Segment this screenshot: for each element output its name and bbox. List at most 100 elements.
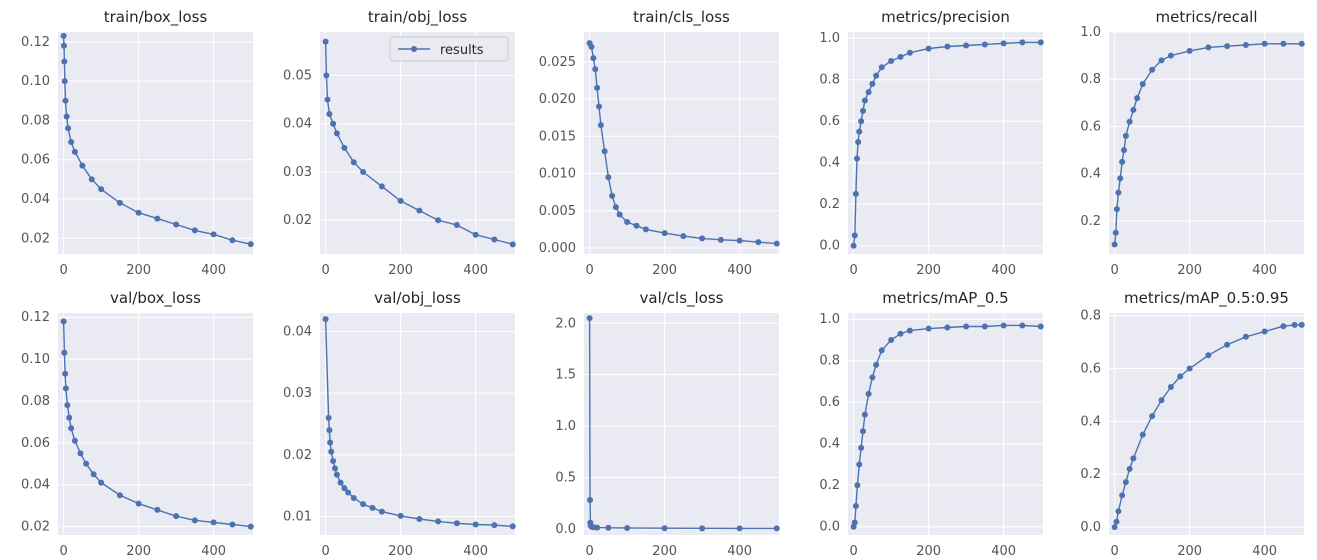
- x-tick-label: 400: [1252, 544, 1277, 559]
- data-point: [1019, 39, 1026, 46]
- data-point: [1000, 40, 1007, 47]
- data-point: [61, 78, 68, 85]
- data-point: [397, 197, 404, 204]
- data-point: [322, 38, 329, 45]
- data-point: [116, 199, 123, 206]
- x-tick-label: 0: [321, 263, 329, 278]
- data-point: [736, 525, 743, 532]
- chart-panel-train-box-loss: 0.02 0.04 0.06 0.08 0.10 0.12 0 200 400 train/box…: [21, 8, 254, 278]
- data-point: [1205, 352, 1212, 359]
- y-tick-label: 1.5: [555, 368, 576, 383]
- data-point: [897, 330, 904, 337]
- data-point: [154, 215, 161, 222]
- x-tick-label: 400: [201, 263, 226, 278]
- chart-panel-val-cls-loss: 0.0 0.5 1.0 1.5 2.0 0 200 400 val/cls_loss: [555, 289, 780, 559]
- data-point: [1000, 322, 1007, 329]
- data-point: [699, 235, 706, 242]
- y-tick-label: 0.0: [819, 239, 840, 254]
- data-point: [325, 414, 332, 421]
- data-point: [773, 525, 780, 532]
- data-point: [173, 221, 180, 228]
- chart-panel-train-cls-loss: 0.000 0.005 0.010 0.015 0.020 0.025 0 200 400 tra…: [539, 8, 780, 278]
- y-tick-label: 1.0: [819, 312, 840, 327]
- chart-panel-val-obj-loss: 0.01 0.02 0.03 0.04 0 200 400 val/obj_loss: [283, 289, 516, 559]
- data-point: [1177, 373, 1184, 380]
- y-tick-label: 0.05: [283, 68, 312, 83]
- data-point: [596, 103, 602, 110]
- data-point: [1298, 40, 1305, 47]
- data-point: [88, 176, 95, 183]
- data-point: [491, 522, 498, 529]
- data-point: [61, 42, 67, 49]
- data-point: [83, 460, 90, 467]
- data-point: [79, 162, 86, 169]
- y-tick-label: 0.02: [21, 520, 50, 535]
- data-point: [851, 232, 858, 239]
- y-tick-label: 0.005: [539, 204, 576, 219]
- y-tick-label: 0.2: [1080, 214, 1101, 229]
- data-point: [68, 425, 75, 432]
- y-tick-label: 0.4: [1080, 414, 1101, 429]
- data-point: [878, 347, 885, 354]
- y-tick-label: 0.03: [283, 386, 312, 401]
- data-point: [944, 324, 951, 331]
- data-point: [210, 519, 217, 526]
- data-point: [350, 495, 357, 501]
- y-tick-label: 0.08: [21, 113, 50, 128]
- data-point: [350, 159, 357, 166]
- data-point: [624, 525, 631, 532]
- chart-panel-metrics-recall: 0.2 0.4 0.6 0.8 1.0 0 200 400 metrics/recall: [1080, 8, 1305, 278]
- data-point: [333, 130, 340, 137]
- y-tick-label: 0.01: [283, 510, 312, 525]
- y-tick-label: 0.04: [283, 117, 312, 132]
- data-point: [852, 190, 859, 197]
- data-point: [341, 144, 348, 151]
- data-point: [888, 58, 895, 65]
- data-point: [416, 207, 423, 214]
- data-point: [62, 97, 69, 104]
- data-point: [588, 43, 595, 50]
- data-point: [1224, 341, 1231, 348]
- y-tick-label: 0.4: [1080, 167, 1101, 182]
- data-point: [1126, 118, 1133, 125]
- data-point: [337, 479, 344, 486]
- series-line-results: [1113, 43, 1302, 245]
- data-point: [1139, 431, 1146, 438]
- x-tick-label: 200: [652, 544, 677, 559]
- plot-area: [584, 313, 779, 535]
- y-tick-label: 0.10: [21, 352, 50, 367]
- data-point: [1149, 66, 1156, 73]
- data-point: [71, 148, 78, 155]
- y-tick-label: 0.4: [819, 156, 840, 171]
- y-tick-label: 0.000: [539, 241, 576, 256]
- data-point: [1111, 524, 1118, 531]
- data-point: [858, 444, 865, 451]
- data-point: [1126, 465, 1133, 472]
- data-point: [601, 148, 608, 155]
- data-point: [323, 72, 330, 79]
- chart-title: metrics/precision: [881, 8, 1010, 26]
- data-point: [1158, 397, 1165, 404]
- data-point: [416, 515, 423, 522]
- y-tick-label: 0.6: [819, 395, 840, 410]
- data-point: [322, 316, 329, 323]
- legend-marker: [411, 46, 417, 52]
- data-point: [1291, 321, 1298, 328]
- x-tick-label: 200: [126, 544, 151, 559]
- data-point: [587, 497, 593, 504]
- y-tick-label: 0.2: [819, 478, 840, 493]
- data-point: [755, 239, 762, 246]
- data-point: [925, 325, 932, 332]
- data-point: [1280, 40, 1287, 47]
- chart-title: val/obj_loss: [374, 289, 461, 308]
- y-tick-label: 0.8: [1080, 72, 1101, 87]
- data-point: [1167, 52, 1174, 59]
- data-point: [210, 231, 217, 238]
- data-point: [66, 414, 73, 421]
- data-point: [333, 471, 340, 478]
- data-point: [856, 461, 863, 468]
- plot-area: [1109, 32, 1304, 254]
- data-point: [860, 428, 866, 435]
- data-point: [229, 521, 236, 528]
- data-point: [435, 217, 442, 224]
